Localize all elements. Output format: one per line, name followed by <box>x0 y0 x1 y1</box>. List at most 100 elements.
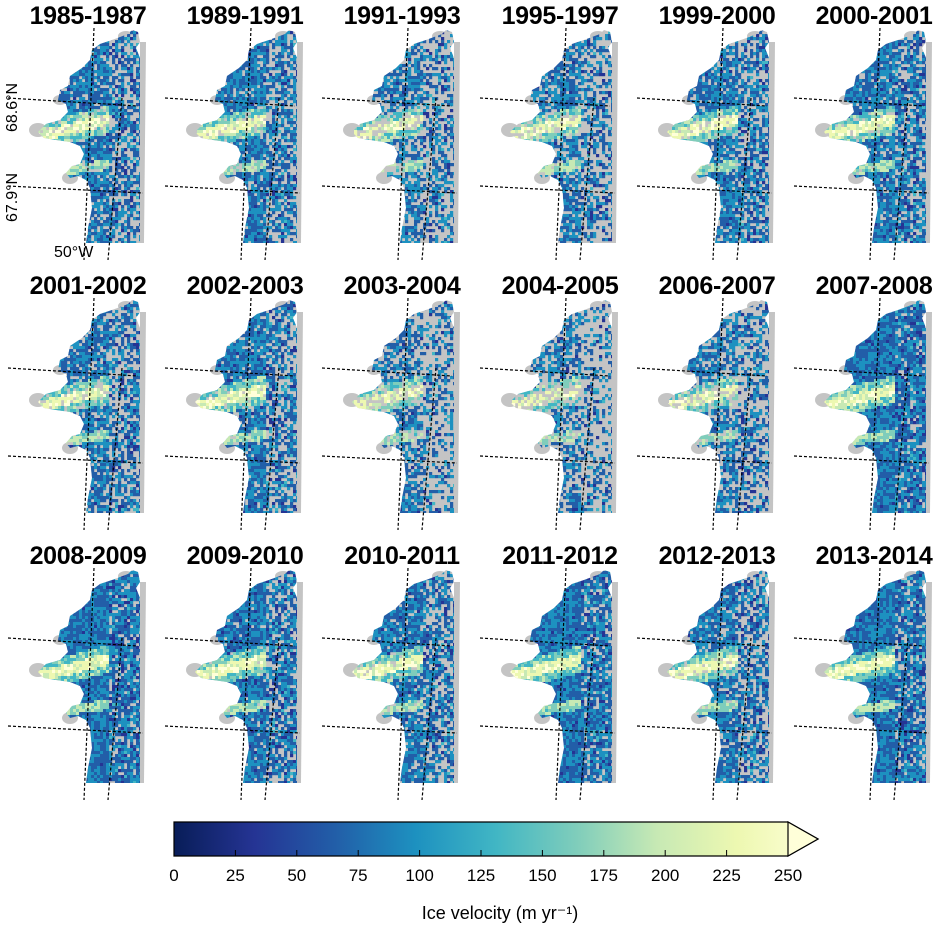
lon-line-east <box>736 97 752 260</box>
colorbar-tick-label: 125 <box>467 866 495 886</box>
colorbar-tick-label: 50 <box>287 866 306 886</box>
velocity-map <box>794 28 932 260</box>
panel-title: 2001-2002 <box>8 270 168 302</box>
panel-title: 2009-2010 <box>165 540 325 572</box>
ice-mask-edge <box>926 312 932 513</box>
lon-line-west <box>712 568 724 800</box>
lon-line-west <box>397 568 409 800</box>
map-panel: 2013-2014 <box>794 540 946 802</box>
lat-line-north <box>637 97 768 107</box>
panel-title: 1995-1997 <box>480 0 640 32</box>
velocity-map <box>165 568 303 800</box>
panel-title: 2008-2009 <box>8 540 168 572</box>
panel-title: 1991-1993 <box>322 0 482 32</box>
panel-title: 2007-2008 <box>794 270 946 302</box>
lon-line-west <box>83 568 95 800</box>
lon-label: 50°W <box>54 244 93 262</box>
colorbar-tick-label: 25 <box>226 866 245 886</box>
lat-line-north <box>637 367 768 377</box>
lat-line-north <box>8 367 139 377</box>
panel-title: 2002-2003 <box>165 270 325 302</box>
lat-line-north <box>8 97 139 107</box>
lat-label-south: 67.9°N <box>4 173 22 222</box>
panel-title: 2004-2005 <box>480 270 640 302</box>
ice-mask-edge <box>297 312 303 513</box>
map-panel: 2010-2011 <box>322 540 482 802</box>
lon-line-west <box>869 28 881 260</box>
lon-line-east <box>264 637 280 800</box>
lon-line-west <box>555 568 567 800</box>
ice-mask-edge <box>769 42 775 243</box>
velocity-map <box>165 298 303 530</box>
lat-line-south <box>165 725 301 734</box>
lat-line-south <box>637 725 773 734</box>
lat-line-north <box>322 367 453 377</box>
lon-line-west <box>397 28 409 260</box>
lat-line-south <box>322 455 458 464</box>
map-panel: 1989-1991 <box>165 0 325 262</box>
ice-mask-edge <box>140 582 146 783</box>
lat-line-north <box>165 97 296 107</box>
ice-mask-edge <box>454 582 460 783</box>
lat-line-south <box>794 185 930 194</box>
panel-title: 2006-2007 <box>637 270 797 302</box>
lat-line-north <box>322 637 453 647</box>
colorbar-label: Ice velocity (m yr⁻¹) <box>210 903 790 924</box>
lat-line-south <box>165 185 301 194</box>
velocity-map <box>480 28 618 260</box>
colorbar-tick-label: 75 <box>349 866 368 886</box>
velocity-map <box>637 568 775 800</box>
velocity-field <box>824 570 926 783</box>
lat-line-north <box>165 637 296 647</box>
velocity-map <box>794 298 932 530</box>
lat-line-north <box>794 637 925 647</box>
lat-line-south <box>637 185 773 194</box>
lon-line-west <box>83 298 95 530</box>
map-panel: 2009-2010 <box>165 540 325 802</box>
ice-mask-edge <box>297 582 303 783</box>
lon-line-east <box>107 367 123 530</box>
lat-line-south <box>480 185 616 194</box>
panel-title: 1985-1987 <box>8 0 168 32</box>
map-panel: 2006-2007 <box>637 270 797 532</box>
map-panel: 2004-2005 <box>480 270 640 532</box>
velocity-map <box>165 28 303 260</box>
velocity-map <box>8 298 146 530</box>
lat-line-south <box>322 185 458 194</box>
lon-line-west <box>240 298 252 530</box>
lon-line-west <box>712 298 724 530</box>
ice-mask-edge <box>454 312 460 513</box>
lat-line-south <box>8 725 144 734</box>
map-panel: 2008-2009 <box>8 540 168 802</box>
colorbar: 0 25 50 75 100 125 150 175 200 225 250 Ice velocit… <box>150 810 850 932</box>
map-panel-grid: 1985-1987 1989-1991 1991-1993 1995-1997 1999… <box>4 0 946 802</box>
lon-line-west <box>712 28 724 260</box>
lon-line-east <box>579 367 595 530</box>
lon-line-west <box>869 568 881 800</box>
map-panel: 1985-1987 <box>8 0 168 262</box>
colorbar-tick-label: 150 <box>528 866 556 886</box>
velocity-field <box>38 30 140 243</box>
lon-line-west <box>240 28 252 260</box>
ice-mask-edge <box>612 312 618 513</box>
ice-mask-edge <box>140 42 146 243</box>
colorbar-tick-label: 200 <box>651 866 679 886</box>
ice-mask-edge <box>454 42 460 243</box>
lon-line-east <box>736 637 752 800</box>
ice-mask-edge <box>297 42 303 243</box>
lat-line-north <box>480 637 611 647</box>
lat-line-north <box>165 367 296 377</box>
lat-line-south <box>794 725 930 734</box>
ice-mask-edge <box>926 582 932 783</box>
lat-line-north <box>794 367 925 377</box>
velocity-map <box>480 568 618 800</box>
panel-title: 1999-2000 <box>637 0 797 32</box>
lon-line-east <box>579 637 595 800</box>
colorbar-extend-arrow <box>787 820 820 858</box>
lon-line-east <box>893 97 909 260</box>
map-panel: 2011-2012 <box>480 540 640 802</box>
lon-line-east <box>421 367 437 530</box>
lat-line-north <box>8 637 139 647</box>
panel-title: 1989-1991 <box>165 0 325 32</box>
map-panel: 2012-2013 <box>637 540 797 802</box>
